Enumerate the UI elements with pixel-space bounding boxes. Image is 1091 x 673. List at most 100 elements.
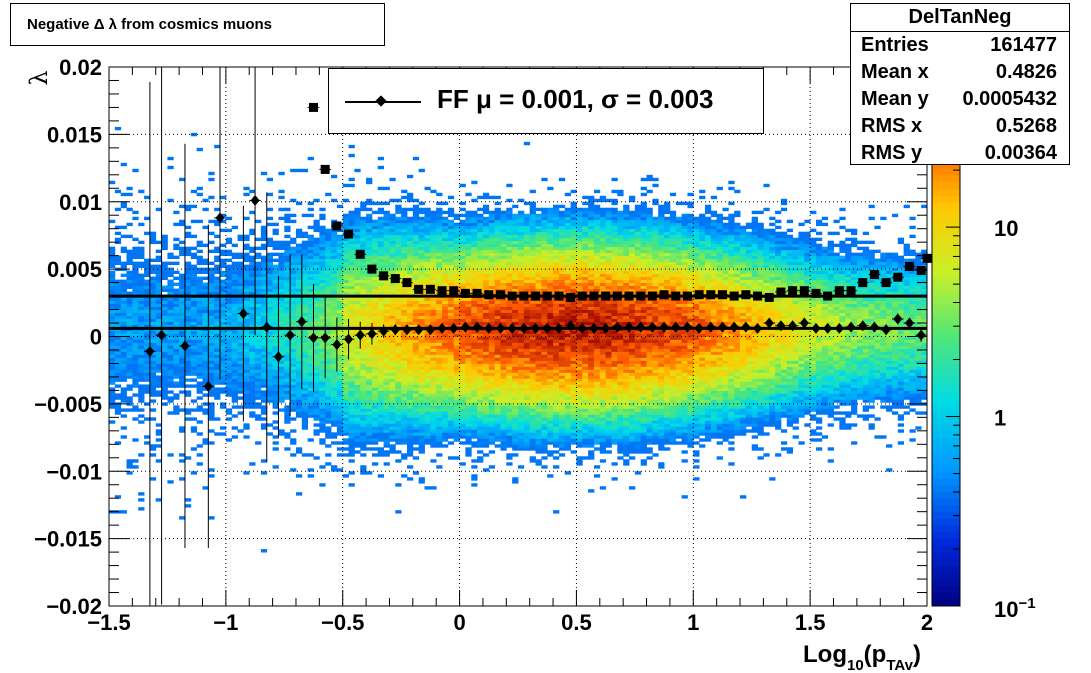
x-tick-label: −1 — [213, 610, 238, 635]
stats-label: Mean x — [861, 61, 929, 83]
data-point-diamond — [612, 321, 622, 333]
data-point-diamond — [776, 320, 786, 332]
data-point-diamond — [285, 329, 295, 341]
stats-value: 0.00364 — [984, 142, 1057, 164]
data-point-diamond — [484, 322, 494, 334]
legend-marker-swatch — [375, 95, 387, 107]
data-point-square — [355, 249, 365, 259]
data-point-square — [881, 278, 891, 288]
data-point-square — [507, 291, 517, 301]
data-point-diamond — [332, 339, 342, 351]
data-point-diamond — [531, 322, 541, 334]
y-tick-label: 0.005 — [47, 257, 102, 282]
data-point-square — [904, 261, 914, 271]
data-point-square — [799, 286, 809, 296]
y-tick-label: −0.015 — [34, 527, 102, 552]
data-point-diamond — [320, 332, 330, 344]
legend-box: FF μ = 0.001, σ = 0.003 — [328, 68, 764, 134]
data-point-diamond — [823, 322, 833, 334]
data-point-diamond — [636, 321, 646, 333]
data-point-diamond — [402, 324, 412, 336]
x-tick-label: −0.5 — [321, 610, 364, 635]
data-point-square — [519, 291, 529, 301]
stats-value: 0.4826 — [995, 61, 1057, 83]
color-scale-label: 10 — [994, 216, 1018, 241]
data-point-square — [379, 271, 389, 281]
x-tick-label: 0.5 — [561, 610, 592, 635]
data-point-diamond — [309, 332, 318, 344]
data-point-square — [402, 278, 412, 288]
data-point-square — [414, 284, 424, 294]
data-point-diamond — [566, 320, 576, 332]
stats-row-mean-y: Mean y 0.0005432 — [851, 86, 1069, 113]
data-point-square — [858, 278, 868, 288]
stats-row-entries: Entries 161477 — [851, 32, 1069, 59]
y-tick-label: 0.01 — [59, 190, 102, 215]
data-point-square — [823, 291, 833, 301]
data-point-diamond — [577, 322, 587, 334]
y-tick-label: −0.02 — [46, 594, 102, 619]
stats-value: 0.5268 — [995, 115, 1057, 137]
stats-label: RMS x — [861, 115, 923, 137]
data-point-diamond — [729, 321, 739, 333]
data-point-diamond — [262, 321, 272, 333]
data-point-square — [636, 291, 646, 301]
x-tick-label: 1.5 — [795, 610, 826, 635]
data-point-diamond — [425, 324, 435, 336]
heatmap-cells — [109, 126, 928, 553]
data-point-square — [367, 264, 377, 274]
data-point-square — [846, 286, 856, 296]
y-tick-label: 0.015 — [47, 122, 102, 147]
stats-label: Entries — [861, 34, 929, 56]
data-point-square — [554, 291, 564, 301]
data-point-diamond — [764, 317, 774, 329]
data-point-square — [682, 291, 692, 301]
data-point-diamond — [157, 329, 167, 341]
data-point-square — [320, 164, 330, 174]
data-point-square — [449, 286, 459, 296]
data-point-diamond — [390, 324, 400, 336]
data-point-square — [647, 291, 657, 301]
data-point-square — [495, 290, 505, 300]
data-point-diamond — [671, 321, 681, 333]
data-point-diamond — [858, 320, 868, 332]
stats-value: 161477 — [990, 34, 1057, 56]
data-point-square — [741, 290, 751, 300]
data-point-diamond — [753, 322, 763, 334]
data-point-diamond — [799, 317, 809, 329]
stats-header: DelTanNeg — [851, 4, 1069, 32]
data-point-diamond — [367, 328, 377, 340]
color-scale-label: 1 — [994, 406, 1006, 431]
data-point-square — [344, 229, 354, 239]
x-tick-label: 2 — [921, 610, 933, 635]
data-point-square — [659, 290, 669, 300]
data-point-diamond — [647, 321, 657, 333]
data-point-diamond — [904, 317, 914, 329]
data-point-diamond — [741, 321, 751, 333]
data-point-square — [729, 291, 739, 301]
data-point-diamond — [718, 321, 727, 333]
data-point-diamond — [495, 322, 505, 334]
data-point-square — [916, 265, 926, 275]
data-point-square — [869, 270, 879, 280]
stats-label: Mean y — [861, 88, 929, 110]
data-point-square — [531, 291, 541, 301]
data-point-diamond — [869, 321, 879, 333]
data-point-square — [811, 288, 821, 298]
data-point-diamond — [624, 321, 634, 333]
color-scale-exponent: −1 — [1018, 595, 1035, 612]
data-point-diamond — [449, 322, 459, 334]
data-point-square — [577, 291, 587, 301]
data-point-diamond — [519, 322, 529, 334]
data-point-diamond — [472, 321, 482, 333]
stats-value: 0.0005432 — [962, 88, 1057, 110]
data-point-diamond — [881, 324, 891, 336]
data-point-square — [893, 272, 903, 282]
data-point-square — [472, 288, 482, 298]
data-point-diamond — [834, 322, 844, 334]
data-point-diamond — [601, 322, 611, 334]
data-point-square — [922, 253, 932, 263]
data-point-square — [753, 291, 763, 301]
data-point-square — [309, 102, 318, 112]
x-tick-label: 1 — [687, 610, 699, 635]
